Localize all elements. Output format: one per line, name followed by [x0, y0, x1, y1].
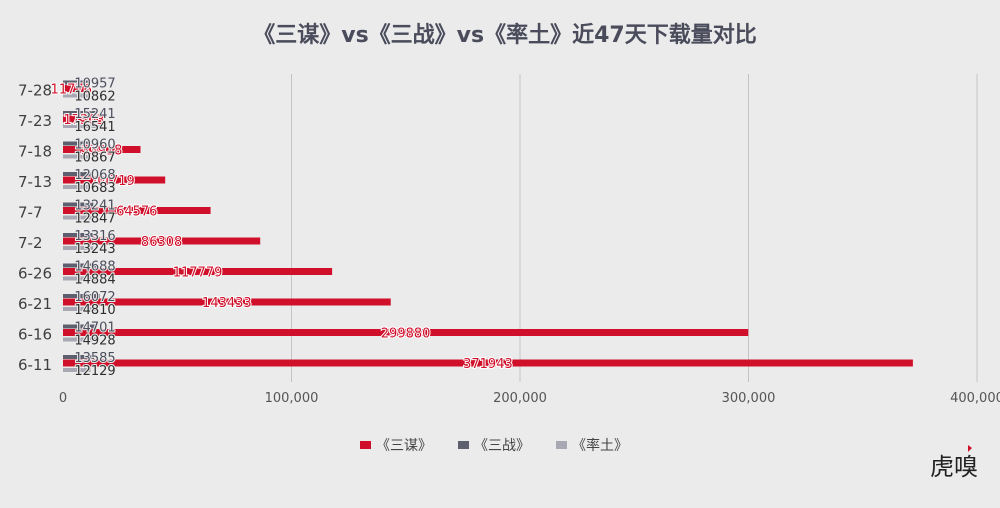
legend-label: 《三谋》 [376, 438, 432, 454]
data-label: 17363 [63, 113, 104, 128]
data-label: 86308 [141, 235, 182, 250]
bar [63, 172, 91, 176]
data-label: 11776 [51, 83, 92, 98]
bar [63, 185, 88, 189]
legend-swatch [458, 441, 469, 449]
category-label: 7-7 [18, 204, 43, 222]
bar [63, 276, 98, 281]
category-label: 7-2 [18, 234, 43, 252]
bar [63, 329, 749, 336]
chart-title: 《三谋》vs《三战》vs《率土》近47天下载量对比 [253, 22, 757, 48]
legend-label: 《率土》 [572, 437, 628, 454]
data-label: 10683 [74, 181, 115, 196]
legend-swatch [360, 441, 371, 449]
bar [63, 294, 100, 298]
bar [63, 237, 261, 245]
bar [63, 80, 89, 85]
x-tick-label: 300,000 [722, 391, 776, 406]
bar [63, 207, 211, 214]
bar [63, 146, 141, 153]
category-label: 6-26 [18, 265, 52, 283]
watermark-accent-icon [968, 445, 972, 452]
bar [63, 85, 90, 92]
data-label: 14928 [74, 334, 115, 349]
category-label: 6-11 [18, 356, 52, 374]
data-label: 64576 [116, 205, 157, 220]
data-label: 13241 [74, 199, 115, 214]
bar [63, 359, 913, 367]
bar [63, 154, 88, 159]
data-label: 14688 [74, 260, 115, 275]
x-axis: 0 100,000 200,000 300,000 400,000 [59, 391, 1000, 406]
category-label: 7-28 [18, 82, 52, 100]
bar [63, 298, 391, 306]
bar [63, 307, 97, 311]
category-label: 6-21 [18, 295, 52, 313]
data-label: 15241 [74, 107, 115, 122]
bar [63, 176, 166, 184]
data-label: 143433 [202, 296, 252, 311]
bar [63, 111, 98, 115]
bar [63, 337, 98, 342]
data-label: 16541 [74, 120, 115, 135]
category-axis: 6-11 6-16 6-21 6-26 7-2 7-7 7-13 7-18 7-23 7-28 [18, 82, 52, 375]
legend-swatch [556, 441, 567, 449]
x-tick-label: 100,000 [265, 391, 319, 406]
legend: 《三谋》 《三战》 《率土》 [360, 437, 628, 454]
legend-label: 《三战》 [474, 438, 530, 454]
bars [63, 80, 913, 372]
bar [63, 115, 103, 123]
bar [63, 368, 91, 372]
category-label: 6-16 [18, 326, 52, 344]
data-label: 13585 [74, 351, 115, 366]
data-label: 10957 [74, 77, 115, 92]
x-tick-label: 400,000 [950, 391, 1000, 406]
data-label: 44719 [93, 174, 134, 189]
data-label: 13316 [74, 229, 115, 244]
category-label: 7-18 [18, 143, 52, 161]
category-label: 7-23 [18, 112, 52, 130]
bar [63, 324, 97, 329]
bar [63, 93, 88, 98]
data-label: 10867 [74, 151, 115, 166]
bar [63, 268, 333, 275]
data-label: 33918 [81, 144, 122, 159]
data-label: 13243 [74, 242, 115, 257]
data-label: 14884 [74, 273, 115, 288]
data-label: 117779 [173, 266, 223, 281]
data-label: 14810 [74, 303, 115, 318]
data-label: 10862 [74, 90, 115, 105]
data-label: 16072 [74, 290, 115, 305]
data-label: 12847 [74, 212, 115, 227]
bar [63, 202, 94, 207]
bar [63, 355, 95, 359]
watermark-logo: 虎嗅 [930, 453, 978, 481]
data-label: 371943 [463, 357, 513, 372]
data-label: 14701 [74, 321, 115, 336]
bar [63, 215, 93, 220]
data-label: 12129 [74, 364, 115, 379]
data-label: 10960 [74, 138, 115, 153]
bar [63, 246, 94, 250]
data-label: 12068 [74, 168, 115, 183]
bar [63, 141, 89, 146]
bar [63, 124, 101, 128]
x-tick-label: 0 [59, 391, 67, 406]
bar [63, 233, 94, 237]
x-tick-label: 200,000 [493, 391, 547, 406]
category-label: 7-13 [18, 173, 52, 191]
data-label: 299880 [381, 327, 431, 342]
bar [63, 263, 97, 268]
